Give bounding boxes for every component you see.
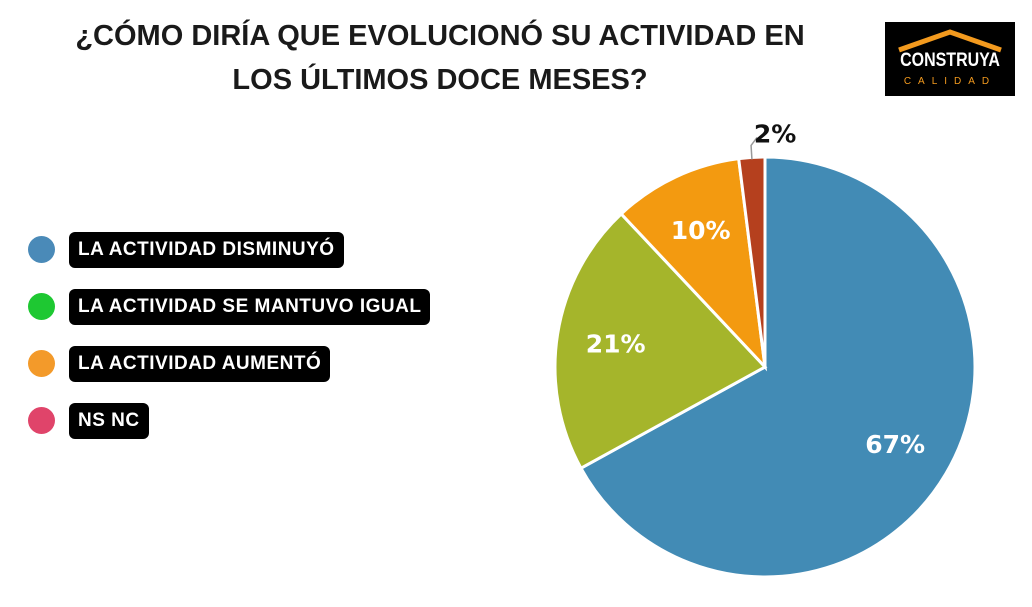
legend-dot [28, 292, 55, 320]
legend-label: NS NC [69, 403, 149, 439]
leader-line [750, 136, 758, 160]
legend-dot [28, 406, 55, 434]
data-label: 2% [754, 119, 796, 148]
construya-logo: CONSTRUYA CALIDAD [885, 22, 1015, 96]
data-label: 21% [586, 329, 646, 358]
legend-label: LA ACTIVIDAD AUMENTÓ [69, 346, 331, 382]
legend-dot [28, 349, 55, 377]
roof-icon [898, 29, 1002, 53]
legend-item: NS NC [28, 393, 430, 449]
title-line-1: ¿CÓMO DIRÍA QUE EVOLUCIONÓ SU ACTIVIDAD … [75, 20, 805, 52]
legend-item: LA ACTIVIDAD DISMINUYÓ [28, 222, 430, 278]
legend-dot [28, 235, 55, 263]
legend-item: LA ACTIVIDAD AUMENTÓ [28, 336, 430, 392]
pie-slice [578, 155, 977, 579]
pie-slice [619, 156, 768, 372]
legend: LA ACTIVIDAD DISMINUYÓ LA ACTIVIDAD SE M… [28, 222, 431, 450]
data-label: 10% [671, 216, 731, 245]
logo-text: CONSTRUYA [900, 50, 1000, 71]
data-label: 67% [865, 430, 925, 459]
legend-label: LA ACTIVIDAD SE MANTUVO IGUAL [69, 289, 431, 325]
title-line-2: LOS ÚLTIMOS DOCE MESES? [232, 64, 648, 96]
chart-title: ¿CÓMO DIRÍA QUE EVOLUCIONÓ SU ACTIVIDAD … [20, 14, 860, 102]
pie-slice [553, 211, 768, 471]
legend-label: LA ACTIVIDAD DISMINUYÓ [69, 232, 344, 268]
legend-item: LA ACTIVIDAD SE MANTUVO IGUAL [28, 279, 431, 335]
logo-subtext: CALIDAD [903, 76, 997, 87]
